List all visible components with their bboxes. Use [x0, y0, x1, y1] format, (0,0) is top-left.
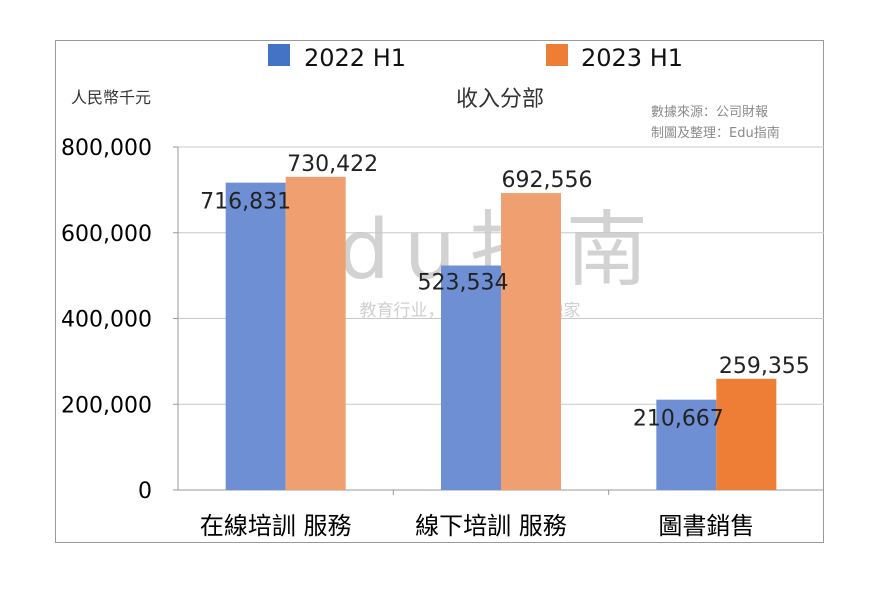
chart-title: 收入分部	[456, 87, 544, 112]
bar-2023-2	[716, 378, 777, 490]
source-line-1: 數據來源：公司財報	[651, 105, 768, 120]
data-label: 692,556	[502, 168, 593, 193]
data-label: 730,422	[287, 152, 378, 177]
data-label: 259,355	[719, 354, 810, 379]
y-tick-label: 0	[138, 479, 152, 504]
y-tick-label: 600,000	[61, 222, 152, 247]
legend: 2022 H1 2023 H1	[268, 44, 683, 72]
source-line-2: 制圖及整理：Edu指南	[651, 125, 780, 141]
bar-2022-1	[441, 265, 501, 490]
chart-frame	[55, 40, 824, 543]
y-axis-ticks: 0 200,000 400,000 600,000 800,000	[61, 136, 152, 504]
y-tick-label: 400,000	[61, 308, 152, 333]
legend-swatch-2022	[268, 44, 290, 66]
x-axis-ticks: 在線培訓 服務 線下培訓 服務 圖書銷售	[200, 490, 754, 540]
data-label: 716,831	[200, 190, 291, 215]
bar-2023-1	[501, 193, 561, 490]
bar-2022-0	[225, 182, 286, 491]
data-labels: 716,831 523,534 210,667 730,422 692,556 259,3…	[200, 152, 810, 432]
x-tick-label: 圖書銷售	[658, 512, 754, 540]
bars	[225, 176, 777, 491]
legend-label-2022: 2022 H1	[304, 44, 406, 72]
unit-label: 人民幣千元	[71, 88, 151, 107]
y-tick-label: 800,000	[61, 136, 152, 161]
x-tick-label: 在線培訓 服務	[200, 512, 352, 540]
bar-2022-2	[656, 399, 717, 490]
bar-2023-0	[285, 176, 346, 490]
data-label: 210,667	[633, 407, 724, 432]
legend-label-2023: 2023 H1	[581, 44, 683, 72]
legend-swatch-2023	[546, 44, 568, 66]
data-label: 523,534	[418, 271, 509, 296]
y-tick-label: 200,000	[61, 393, 152, 418]
x-tick-label: 線下培訓 服務	[415, 512, 567, 540]
